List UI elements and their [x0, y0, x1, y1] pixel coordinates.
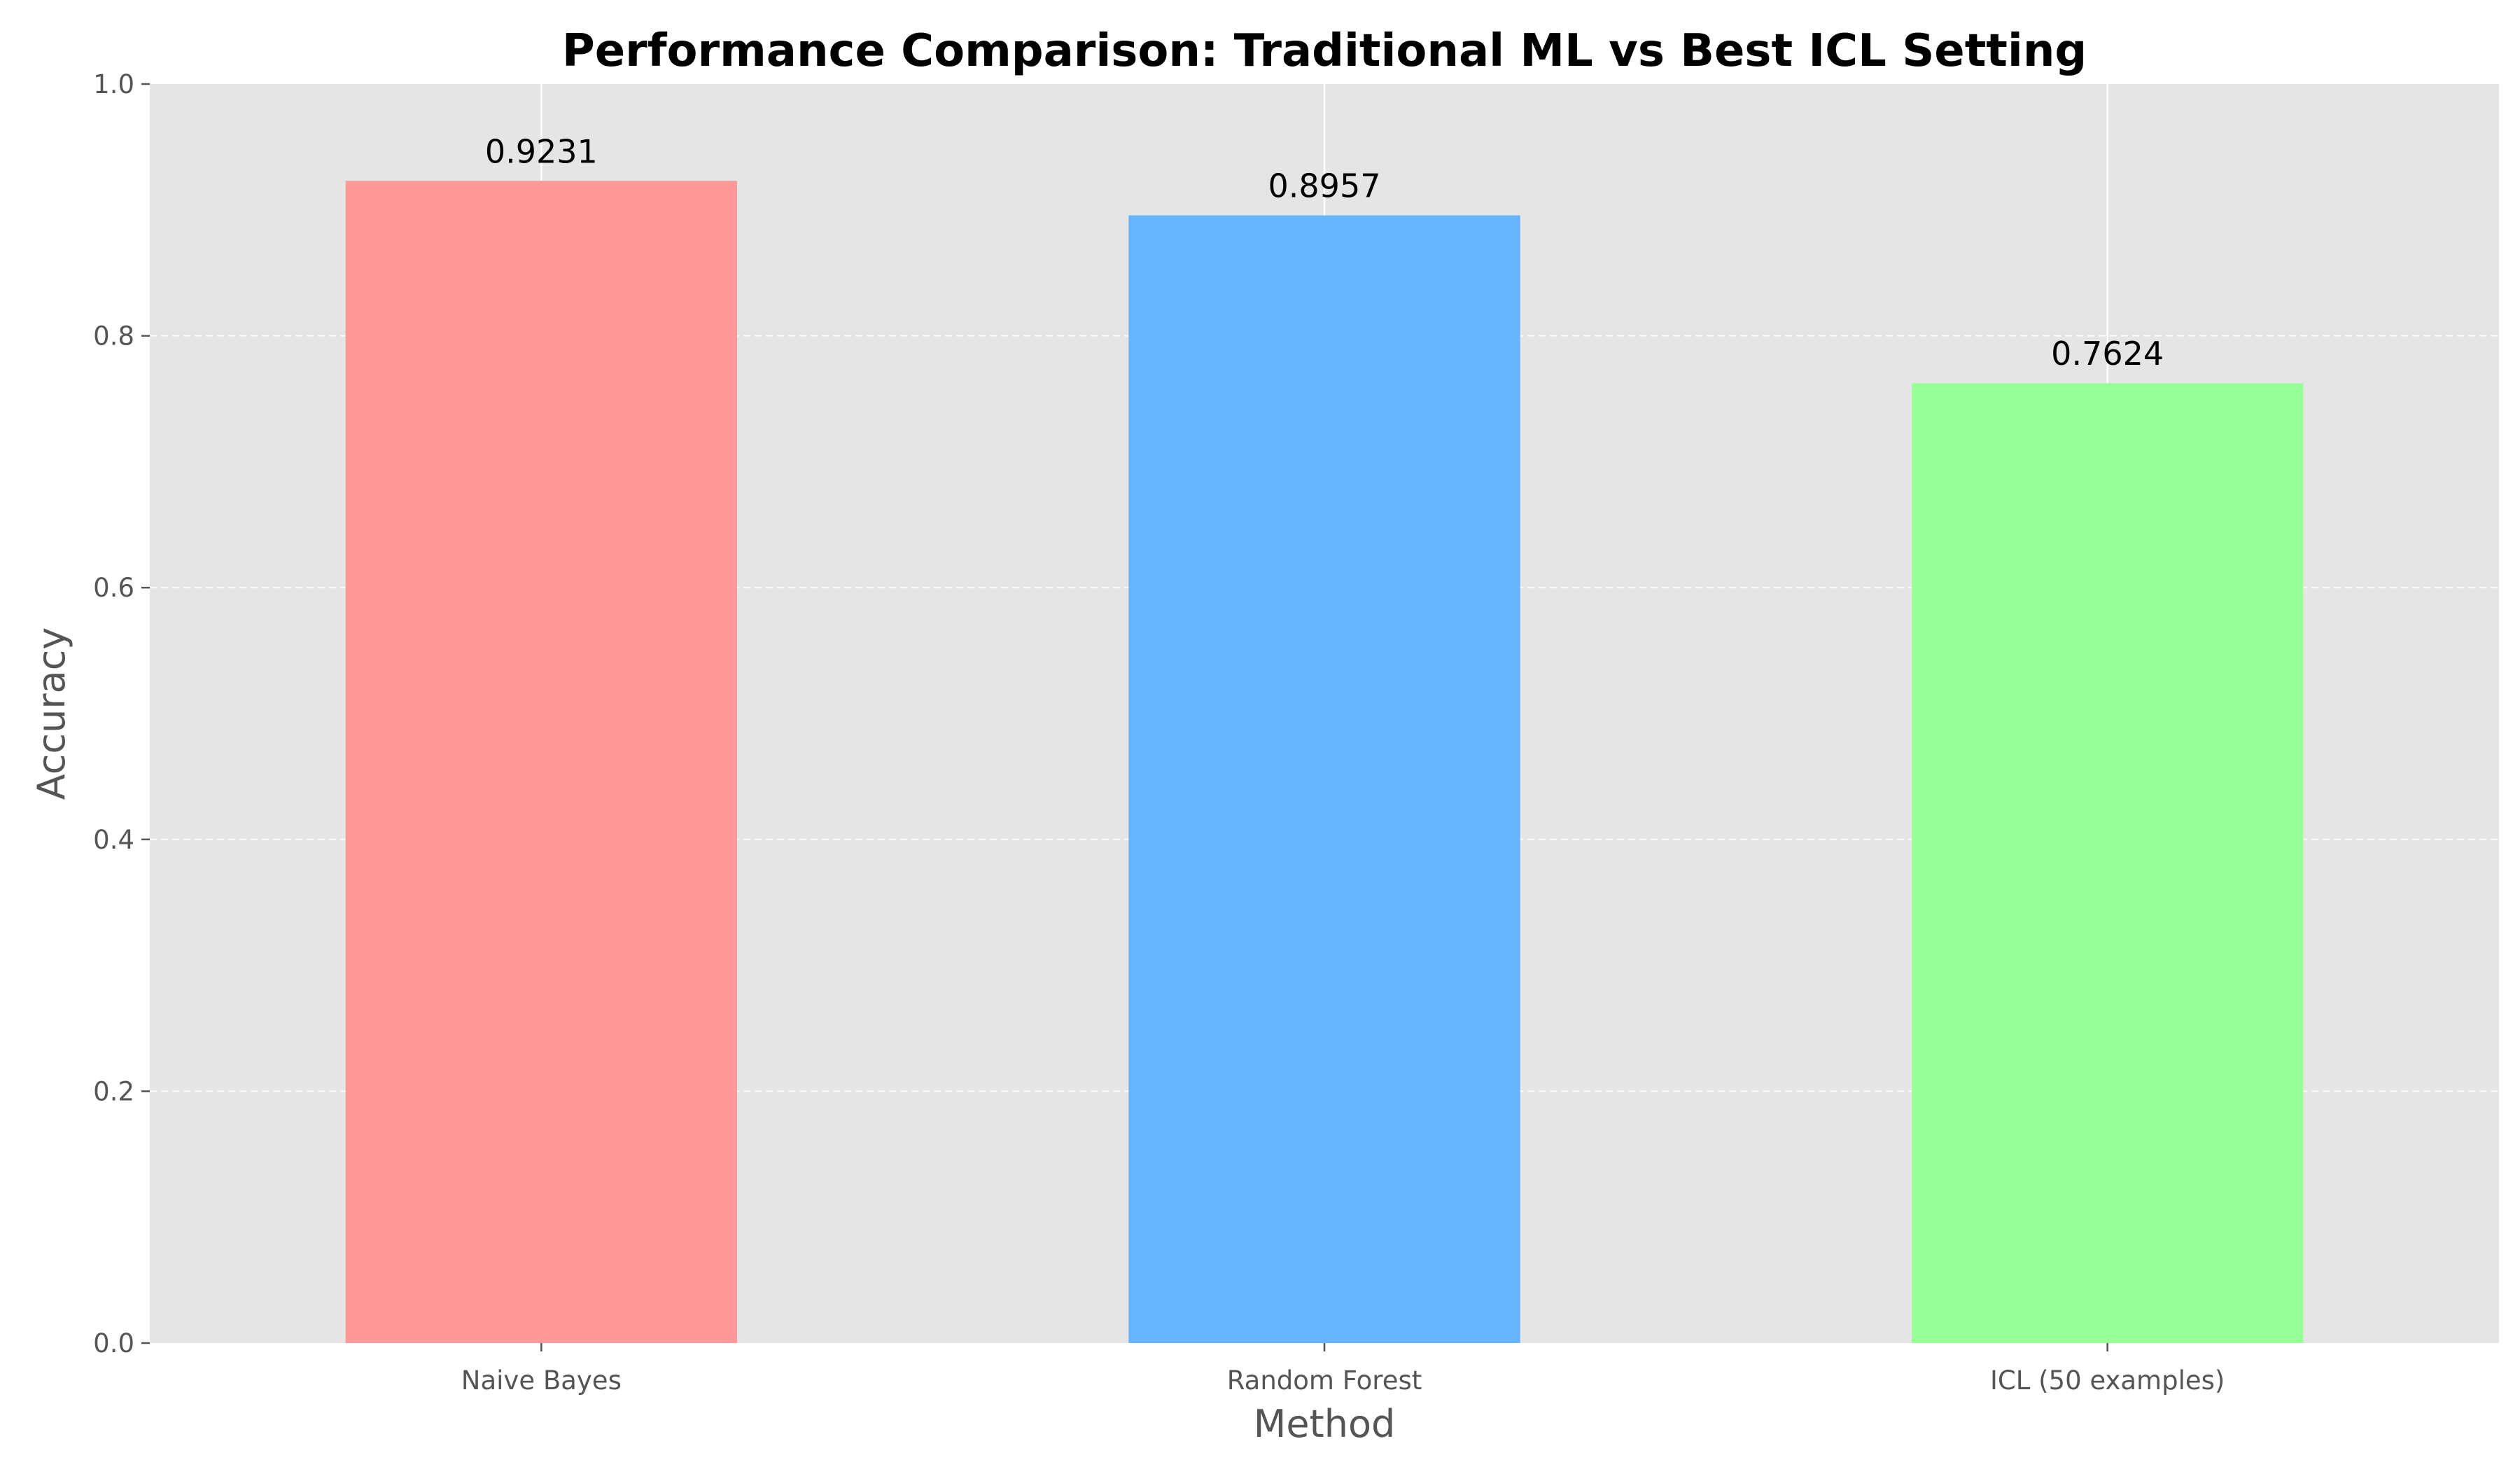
x-axis-label: Method	[1254, 1402, 1396, 1446]
axis-ticks: 0.0 0.2 0.4 0.6 0.8 1.0 Naive Bayes Random Fore…	[93, 69, 2225, 1396]
bar-value-label: 0.8957	[1268, 167, 1381, 205]
value-labels: 0.9231 0.8957 0.7624	[485, 132, 2164, 373]
bar	[345, 181, 738, 1343]
bar	[1912, 383, 2304, 1343]
y-tick-label: 1.0	[93, 69, 134, 99]
x-tick-label: Naive Bayes	[461, 1365, 622, 1396]
y-axis-label: Accuracy	[29, 627, 74, 800]
y-tick-label: 0.2	[93, 1076, 134, 1106]
chart-title: Performance Comparison: Traditional ML v…	[562, 25, 2087, 77]
x-tick-label: ICL (50 examples)	[1990, 1365, 2225, 1396]
bars	[345, 181, 2304, 1344]
y-tick-label: 0.4	[93, 825, 134, 855]
x-tick-label: Random Forest	[1227, 1365, 1422, 1396]
bar-value-label: 0.7624	[2051, 335, 2164, 373]
y-tick-label: 0.0	[93, 1328, 134, 1358]
y-tick-label: 0.8	[93, 321, 134, 352]
y-tick-label: 0.6	[93, 573, 134, 603]
bar	[1128, 215, 1520, 1344]
bar-value-label: 0.9231	[485, 132, 598, 170]
